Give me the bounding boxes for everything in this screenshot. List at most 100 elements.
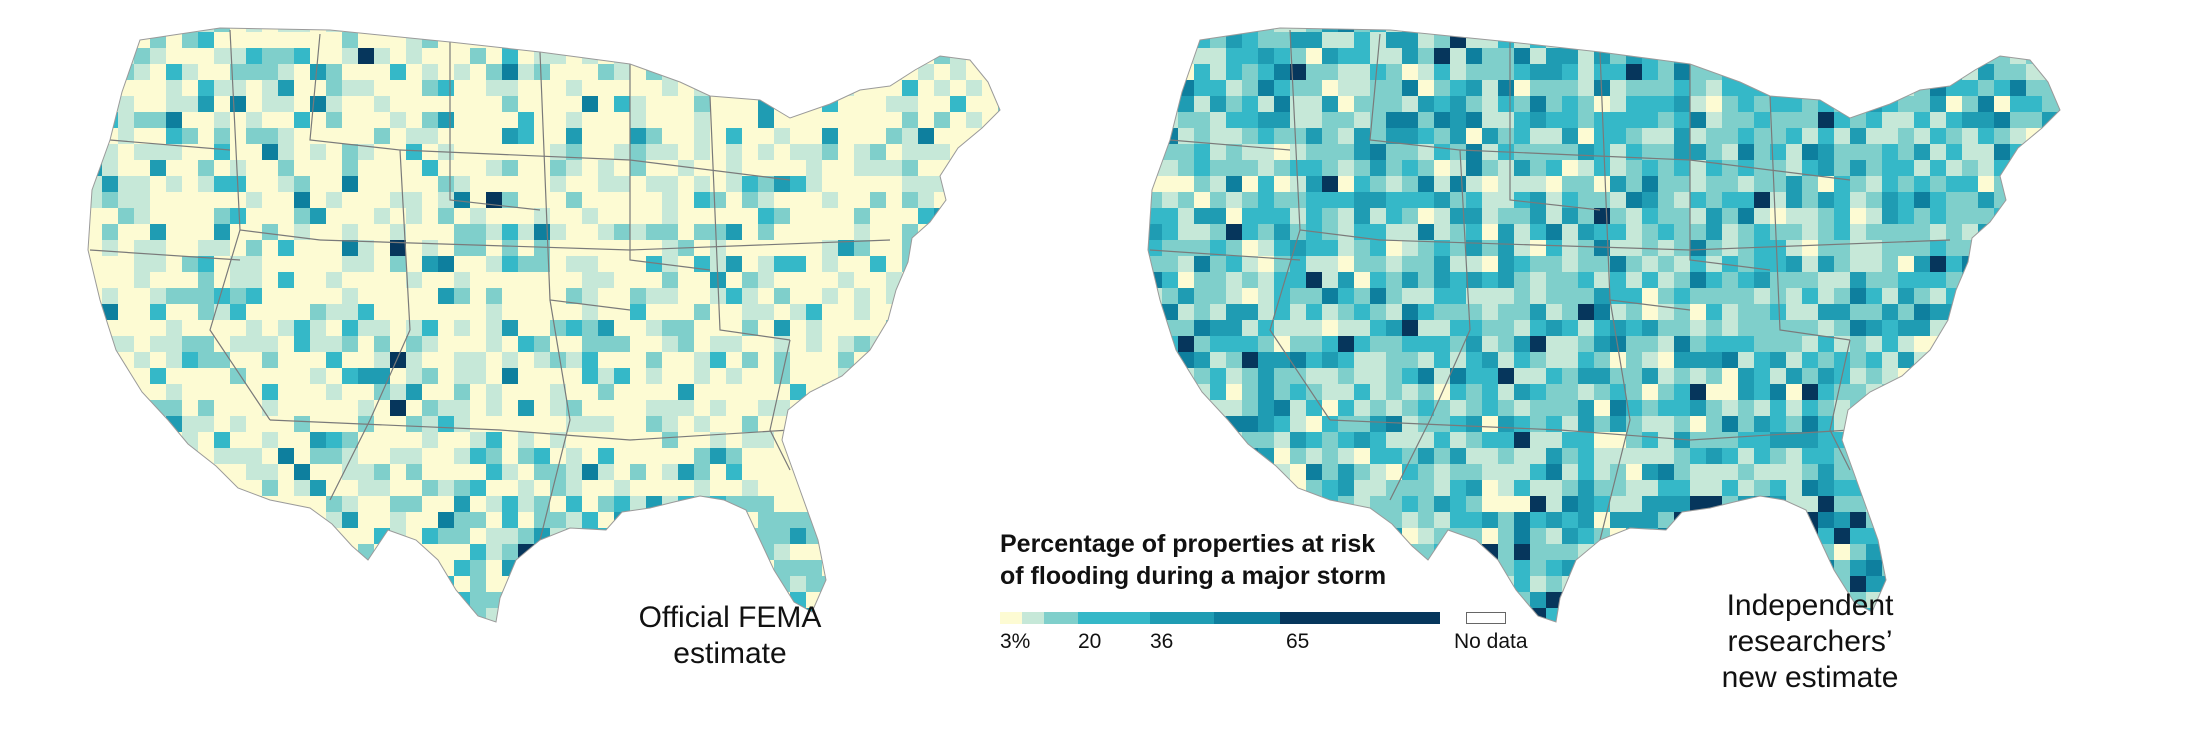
county-cell bbox=[870, 528, 886, 544]
county-cell bbox=[70, 672, 86, 680]
county-cell bbox=[694, 528, 710, 544]
county-cell bbox=[1914, 96, 1930, 112]
county-cell bbox=[2026, 512, 2042, 528]
county-cell bbox=[502, 640, 518, 656]
county-cell bbox=[1498, 336, 1514, 352]
county-cell bbox=[1994, 512, 2010, 528]
county-cell bbox=[1706, 400, 1722, 416]
county-cell bbox=[742, 32, 758, 48]
county-cell bbox=[598, 288, 614, 304]
county-cell bbox=[1738, 272, 1754, 288]
county-cell bbox=[774, 320, 790, 336]
county-cell bbox=[1466, 400, 1482, 416]
county-cell bbox=[326, 96, 342, 112]
county-cell bbox=[262, 80, 278, 96]
county-cell bbox=[982, 256, 1000, 272]
county-cell bbox=[1642, 480, 1658, 496]
county-cell bbox=[966, 48, 982, 64]
county-cell bbox=[582, 624, 598, 640]
county-cell bbox=[1866, 224, 1882, 240]
county-cell bbox=[1130, 144, 1146, 160]
county-cell bbox=[1226, 368, 1242, 384]
county-cell bbox=[1706, 0, 1738, 16]
county-cell bbox=[262, 32, 278, 48]
county-cell bbox=[2106, 432, 2138, 448]
county-cell bbox=[134, 336, 150, 352]
county-cell bbox=[1418, 28, 1450, 32]
county-cell bbox=[1046, 512, 1062, 528]
county-cell bbox=[1242, 400, 1258, 416]
county-cell bbox=[1546, 28, 1562, 32]
county-cell bbox=[1722, 160, 1738, 176]
county-cell bbox=[1738, 48, 1770, 64]
county-cell bbox=[2154, 384, 2170, 400]
county-cell bbox=[1434, 192, 1450, 208]
county-cell bbox=[1402, 304, 1418, 320]
county-cell bbox=[1994, 384, 2026, 400]
county-cell bbox=[1178, 192, 1194, 208]
county-cell bbox=[1562, 320, 1578, 336]
county-cell bbox=[1194, 28, 1210, 32]
county-cell bbox=[1046, 400, 1062, 416]
county-cell bbox=[614, 448, 630, 464]
county-cell bbox=[870, 400, 886, 416]
county-cell bbox=[534, 576, 566, 592]
county-cell bbox=[1338, 336, 1354, 352]
county-cell bbox=[1194, 464, 1226, 480]
county-cell bbox=[1046, 416, 1062, 432]
county-cell bbox=[998, 336, 1000, 352]
county-cell bbox=[1466, 28, 1498, 32]
county-cell bbox=[950, 448, 966, 464]
county-cell bbox=[118, 576, 150, 592]
county-cell bbox=[2058, 48, 2060, 64]
county-cell bbox=[518, 32, 550, 48]
county-cell bbox=[758, 528, 774, 544]
county-cell bbox=[1030, 304, 1046, 320]
county-cell bbox=[246, 528, 262, 544]
county-cell bbox=[694, 240, 710, 256]
county-cell bbox=[1802, 272, 1818, 288]
county-cell bbox=[646, 368, 662, 384]
county-cell bbox=[1578, 32, 1610, 48]
county-cell bbox=[758, 240, 774, 256]
county-cell bbox=[726, 272, 742, 288]
county-cell bbox=[1994, 128, 2010, 144]
county-cell bbox=[886, 208, 902, 224]
county-cell bbox=[2058, 144, 2060, 160]
county-cell bbox=[262, 336, 278, 352]
county-cell bbox=[630, 32, 646, 48]
county-cell bbox=[2074, 16, 2090, 32]
county-cell bbox=[1930, 432, 1946, 448]
county-cell bbox=[1402, 256, 1418, 272]
county-cell bbox=[1770, 240, 1786, 256]
county-cell bbox=[134, 672, 150, 680]
county-cell bbox=[902, 112, 918, 128]
county-cell bbox=[1754, 496, 1770, 512]
county-cell bbox=[2074, 144, 2090, 160]
county-cell bbox=[918, 496, 934, 512]
county-cell bbox=[1482, 432, 1498, 448]
county-cell bbox=[2026, 400, 2042, 416]
county-cell bbox=[2122, 32, 2138, 48]
county-cell bbox=[102, 512, 134, 528]
county-cell bbox=[854, 640, 870, 656]
county-cell bbox=[1642, 64, 1658, 80]
county-cell bbox=[1338, 304, 1354, 320]
county-cell bbox=[662, 512, 678, 528]
county-cell bbox=[230, 416, 246, 432]
county-cell bbox=[1674, 480, 1690, 496]
county-cell bbox=[1306, 208, 1322, 224]
county-cell bbox=[870, 208, 886, 224]
county-cell bbox=[934, 592, 950, 608]
county-cell bbox=[806, 496, 822, 512]
county-cell bbox=[2154, 160, 2170, 176]
county-cell bbox=[854, 400, 870, 416]
county-cell bbox=[518, 624, 550, 640]
county-cell bbox=[246, 432, 262, 448]
county-cell bbox=[1450, 96, 1466, 112]
county-cell bbox=[1930, 192, 1946, 208]
county-cell bbox=[726, 128, 742, 144]
county-cell bbox=[1402, 512, 1418, 528]
county-cell bbox=[1546, 368, 1562, 384]
county-cell bbox=[582, 0, 598, 16]
